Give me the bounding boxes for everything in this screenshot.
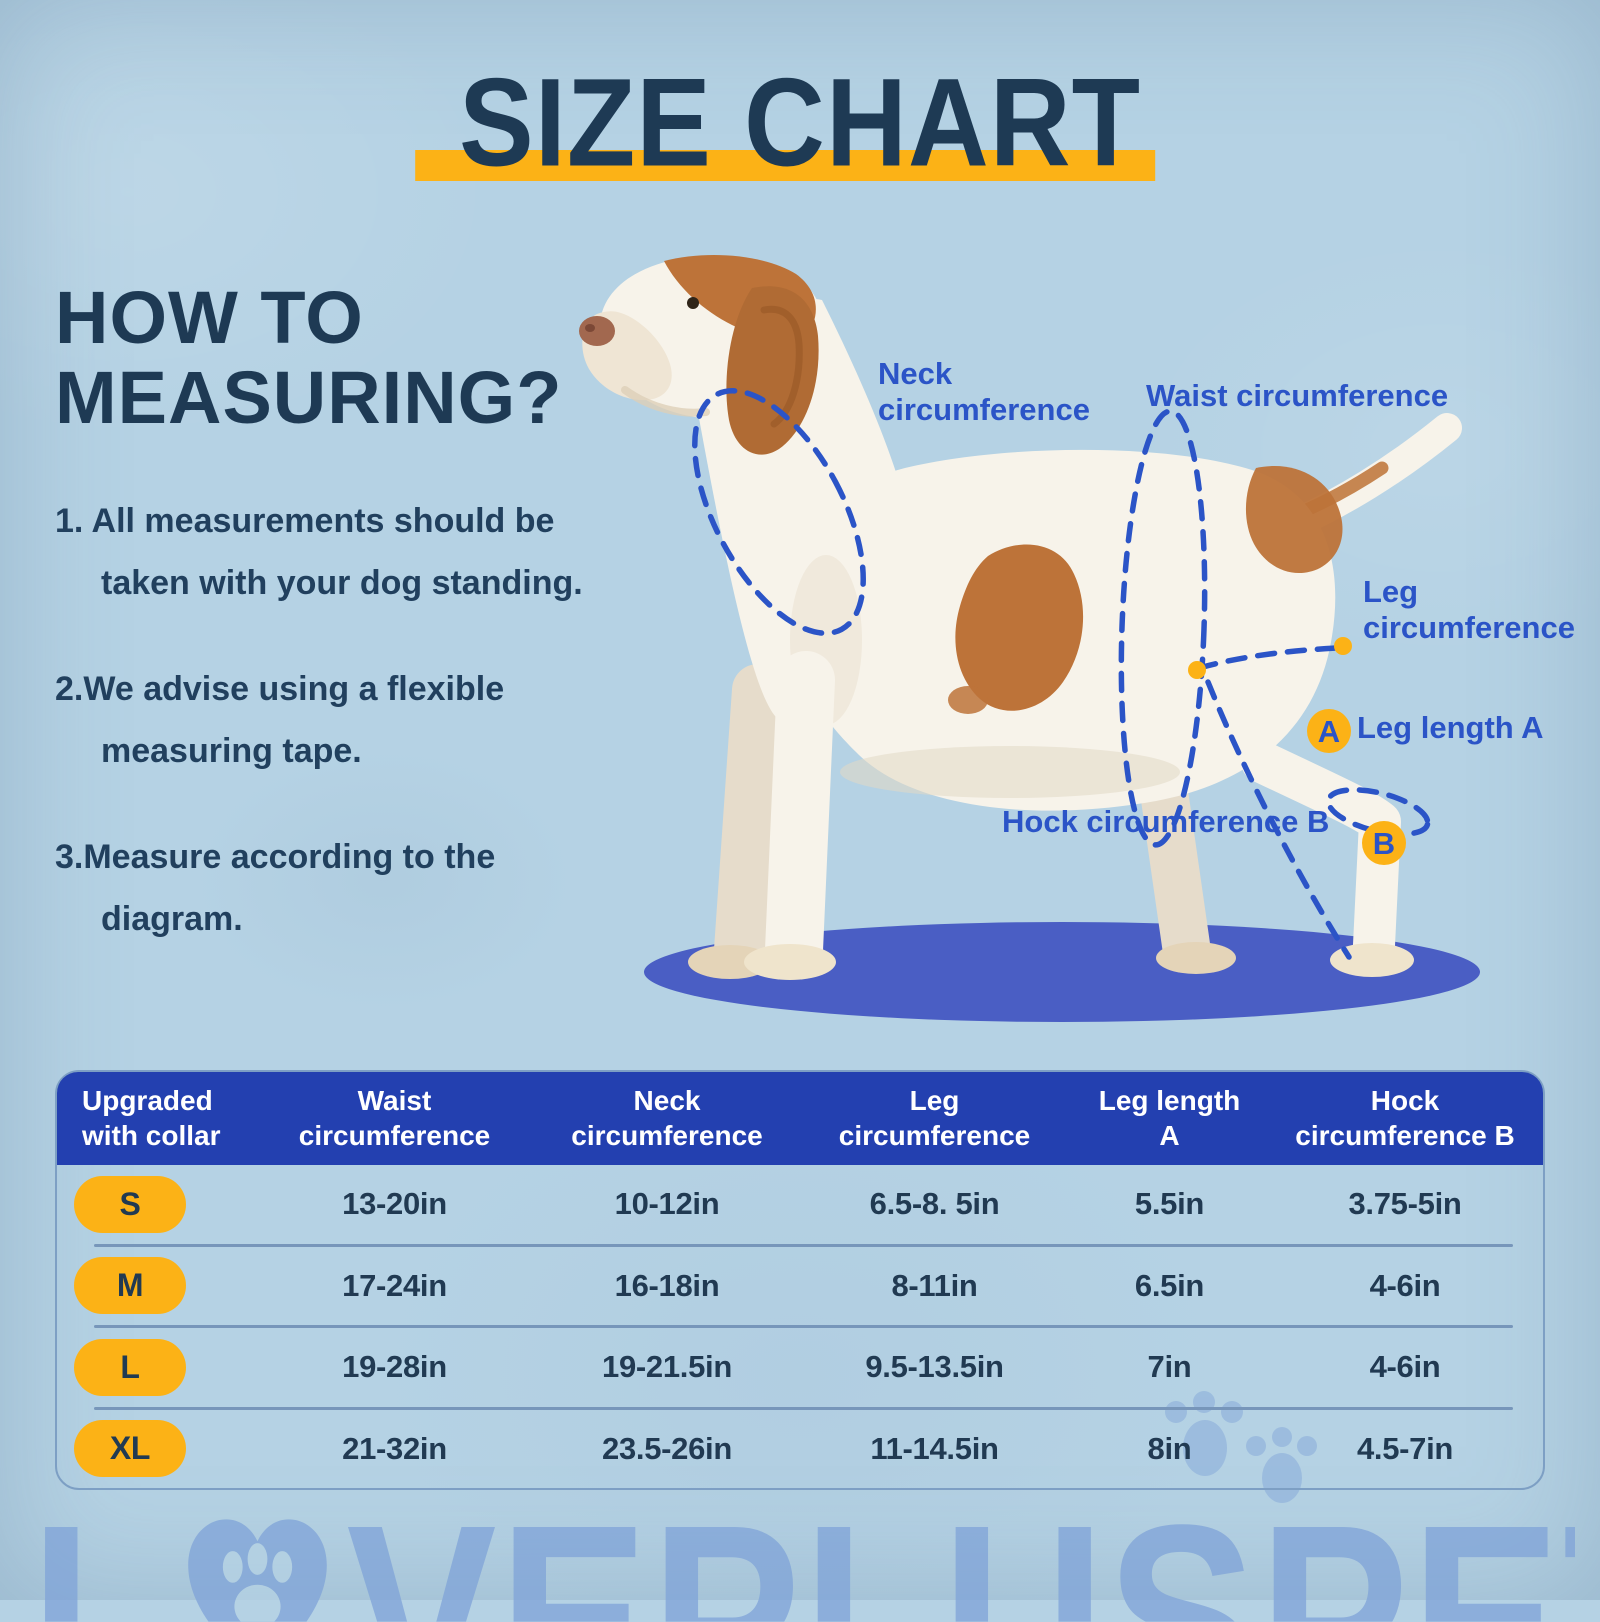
cell-s-waist: 13-20in bbox=[342, 1186, 447, 1222]
leg-circumference-label: Leg circumference bbox=[1363, 574, 1575, 646]
size-table-header: Upgraded with collar Waist circumference… bbox=[57, 1072, 1543, 1165]
marker-a-letter: A bbox=[1318, 714, 1340, 749]
size-badge-xl: XL bbox=[74, 1420, 186, 1478]
table-row-xl: XL 21-32in 23.5-26in 11-14.5in 8in 4.5-7… bbox=[57, 1410, 1543, 1489]
cell-s-leg: 6.5-8. 5in bbox=[869, 1186, 1000, 1222]
how-to-item-1: 1. All measurements should be taken with… bbox=[55, 501, 583, 602]
cell-s-hock: 3.75-5in bbox=[1348, 1186, 1462, 1222]
cell-m-waist: 17-24in bbox=[342, 1267, 447, 1303]
cell-l-neck: 19-21.5in bbox=[602, 1349, 732, 1385]
leg-line-dot-left bbox=[1188, 661, 1206, 679]
cell-l-leg: 9.5-13.5in bbox=[865, 1349, 1004, 1385]
header-neck-circumference: Neck circumference bbox=[571, 1085, 763, 1151]
waist-measure-ellipse bbox=[1118, 408, 1208, 848]
header-leg-circumference: Leg circumference bbox=[838, 1085, 1031, 1151]
neck-circumference-label: Neck circumference bbox=[878, 356, 1090, 428]
cell-m-neck: 16-18in bbox=[614, 1267, 720, 1303]
cell-s-neck: 10-12in bbox=[614, 1186, 720, 1222]
marker-b-letter: B bbox=[1373, 826, 1395, 861]
neck-measure-ellipse bbox=[692, 388, 866, 636]
cell-xl-neck: 23.5-26in bbox=[602, 1430, 732, 1466]
measurement-guides: A B bbox=[692, 388, 1431, 960]
marker-a-circle bbox=[1307, 709, 1351, 753]
how-to-section: HOW TO MEASURING? 1. All measurements sh… bbox=[55, 278, 595, 994]
cell-s-leg-length: 5.5in bbox=[1134, 1186, 1205, 1222]
cell-m-hock: 4-6in bbox=[1369, 1267, 1441, 1303]
header-waist-circumference: Waist circumference bbox=[298, 1085, 491, 1151]
size-table: Upgraded with collar Waist circumference… bbox=[55, 1070, 1545, 1490]
how-to-item-2: 2.We advise using a flexible measuring t… bbox=[55, 669, 505, 770]
how-to-items: 1. All measurements should be taken with… bbox=[55, 490, 595, 950]
waist-circumference-label: Waist circumference bbox=[1146, 378, 1449, 413]
watermark-text-left: L bbox=[30, 1492, 169, 1622]
row-divider bbox=[94, 1406, 1513, 1410]
leg-length-label: Leg length A bbox=[1357, 710, 1544, 745]
heart-paw-icon bbox=[188, 1519, 328, 1622]
header-leg-length-a: Leg length A bbox=[1098, 1085, 1241, 1151]
header-hock-circumference-b: Hock circumference B bbox=[1295, 1085, 1515, 1151]
hock-circumference-label: Hock circumference B bbox=[1002, 804, 1330, 839]
row-divider bbox=[94, 1243, 1513, 1247]
cell-xl-leg-length: 8in bbox=[1147, 1430, 1192, 1466]
cell-m-leg: 8-11in bbox=[891, 1267, 978, 1303]
title-block: SIZE CHART bbox=[0, 0, 1600, 220]
platform-shadow bbox=[644, 922, 1480, 1022]
cell-l-hock: 4-6in bbox=[1369, 1349, 1441, 1385]
watermark-text-right: VEPLUSPET bbox=[346, 1492, 1575, 1622]
cell-l-waist: 19-28in bbox=[342, 1349, 447, 1385]
leg-length-line bbox=[1205, 679, 1352, 960]
page-title: SIZE CHART bbox=[459, 52, 1141, 193]
size-badge-s: S bbox=[74, 1175, 186, 1233]
table-row-m: M 17-24in 16-18in 8-11in 6.5in 4-6in bbox=[57, 1247, 1543, 1326]
cell-xl-hock: 4.5-7in bbox=[1356, 1430, 1454, 1466]
size-badge-m: M bbox=[74, 1257, 186, 1315]
leg-circumference-line bbox=[1196, 645, 1341, 671]
marker-b-circle bbox=[1362, 821, 1406, 865]
cell-l-leg-length: 7in bbox=[1147, 1349, 1192, 1385]
title-underline bbox=[415, 150, 1156, 181]
cell-m-leg-length: 6.5in bbox=[1134, 1267, 1205, 1303]
brand-watermark: L VEPLUSPET bbox=[30, 1492, 1575, 1622]
size-table-body: S 13-20in 10-12in 6.5-8. 5in 5.5in 3.75-… bbox=[57, 1165, 1543, 1488]
cell-xl-waist: 21-32in bbox=[342, 1430, 447, 1466]
how-to-heading: HOW TO MEASURING? bbox=[55, 276, 563, 439]
size-badge-l: L bbox=[74, 1338, 186, 1396]
how-to-item-3: 3.Measure according to the diagram. bbox=[55, 837, 496, 938]
row-divider bbox=[94, 1325, 1513, 1328]
table-row-l: L 19-28in 19-21.5in 9.5-13.5in 7in 4-6in bbox=[57, 1328, 1543, 1407]
leg-line-dot-right bbox=[1334, 637, 1352, 655]
table-row-s: S 13-20in 10-12in 6.5-8. 5in 5.5in 3.75-… bbox=[57, 1165, 1543, 1244]
cell-xl-leg: 11-14.5in bbox=[870, 1430, 999, 1466]
header-upgraded-with-collar: Upgraded with collar bbox=[82, 1085, 221, 1151]
